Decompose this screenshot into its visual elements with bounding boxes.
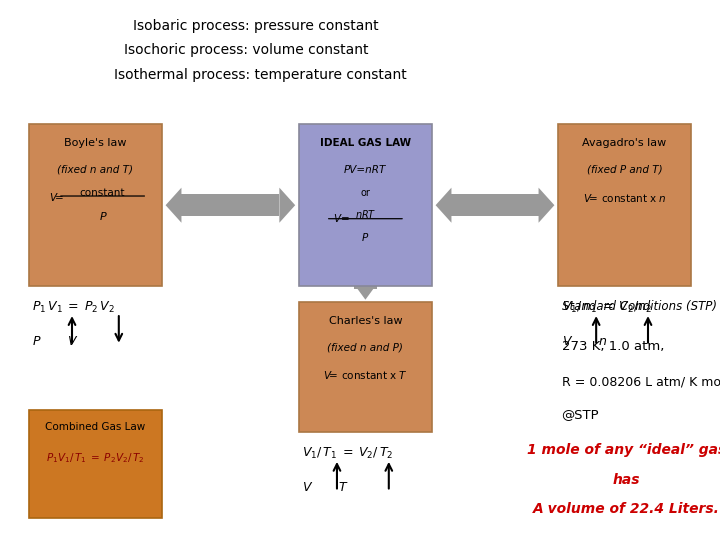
Text: Standard Conditions (STP): Standard Conditions (STP) <box>562 300 716 313</box>
Text: (fixed n and P): (fixed n and P) <box>328 343 403 353</box>
Text: $V_1/\,T_1\;=\;V_2/\,T_2$: $V_1/\,T_1\;=\;V_2/\,T_2$ <box>302 446 394 461</box>
Text: Combined Gas Law: Combined Gas Law <box>45 422 145 433</box>
Text: $V\!=\!$: $V\!=\!$ <box>333 212 350 224</box>
Text: Boyle's law: Boyle's law <box>64 138 127 148</box>
Text: 273 K, 1.0 atm,: 273 K, 1.0 atm, <box>562 340 664 353</box>
FancyBboxPatch shape <box>299 302 432 432</box>
Text: @STP: @STP <box>562 408 599 421</box>
Text: $P_1\,V_1\;=\;P_2\,V_2$: $P_1\,V_1\;=\;P_2\,V_2$ <box>32 300 115 315</box>
Text: R = 0.08206 L atm/ K mol: R = 0.08206 L atm/ K mol <box>562 375 720 388</box>
Text: PV=nRT: PV=nRT <box>344 165 387 175</box>
FancyBboxPatch shape <box>558 124 691 286</box>
Text: Isochoric process: volume constant: Isochoric process: volume constant <box>124 43 369 57</box>
FancyBboxPatch shape <box>451 194 539 216</box>
Polygon shape <box>539 188 554 222</box>
Polygon shape <box>346 273 385 300</box>
FancyBboxPatch shape <box>29 124 162 286</box>
Text: $V$       $n$: $V$ $n$ <box>562 335 607 348</box>
Text: Avagadro's law: Avagadro's law <box>582 138 667 148</box>
Text: 1 mole of any “ideal” gas: 1 mole of any “ideal” gas <box>527 443 720 457</box>
Text: Isothermal process: temperature constant: Isothermal process: temperature constant <box>114 68 407 82</box>
Text: (fixed n and T): (fixed n and T) <box>58 165 133 175</box>
Polygon shape <box>166 188 181 222</box>
Text: $P$: $P$ <box>361 231 369 243</box>
Text: A volume of 22.4 Liters.: A volume of 22.4 Liters. <box>533 502 720 516</box>
Text: (fixed P and T): (fixed P and T) <box>587 165 662 175</box>
FancyBboxPatch shape <box>354 273 377 289</box>
Text: $V\!\!=\!\!$: $V\!\!=\!\!$ <box>49 191 64 202</box>
Text: Charles's law: Charles's law <box>328 316 402 326</box>
Polygon shape <box>436 188 451 222</box>
Text: $V$       $T$: $V$ $T$ <box>302 481 349 494</box>
Text: $nRT$: $nRT$ <box>355 208 376 220</box>
Text: constant: constant <box>80 188 125 198</box>
Text: $V\!\!=\!$ constant x $n$: $V\!\!=\!$ constant x $n$ <box>582 192 667 204</box>
FancyBboxPatch shape <box>181 194 279 216</box>
Text: $P_1V_1/\,T_1\;=\;P_2V_2/\,T_2$: $P_1V_1/\,T_1\;=\;P_2V_2/\,T_2$ <box>46 451 145 465</box>
Text: or: or <box>361 188 370 198</box>
Text: IDEAL GAS LAW: IDEAL GAS LAW <box>320 138 411 148</box>
FancyBboxPatch shape <box>299 124 432 286</box>
Text: $V_1/\,n_1\;=\;V_2/n_2$: $V_1/\,n_1\;=\;V_2/n_2$ <box>562 300 652 315</box>
Text: P: P <box>99 212 106 222</box>
Polygon shape <box>279 188 295 222</box>
Text: $P$       $V$: $P$ $V$ <box>32 335 79 348</box>
Text: $V\!\!=\!$ constant x $T$: $V\!\!=\!$ constant x $T$ <box>323 369 408 381</box>
FancyBboxPatch shape <box>29 410 162 518</box>
Text: has: has <box>613 472 640 487</box>
Text: Isobaric process: pressure constant: Isobaric process: pressure constant <box>133 19 379 33</box>
